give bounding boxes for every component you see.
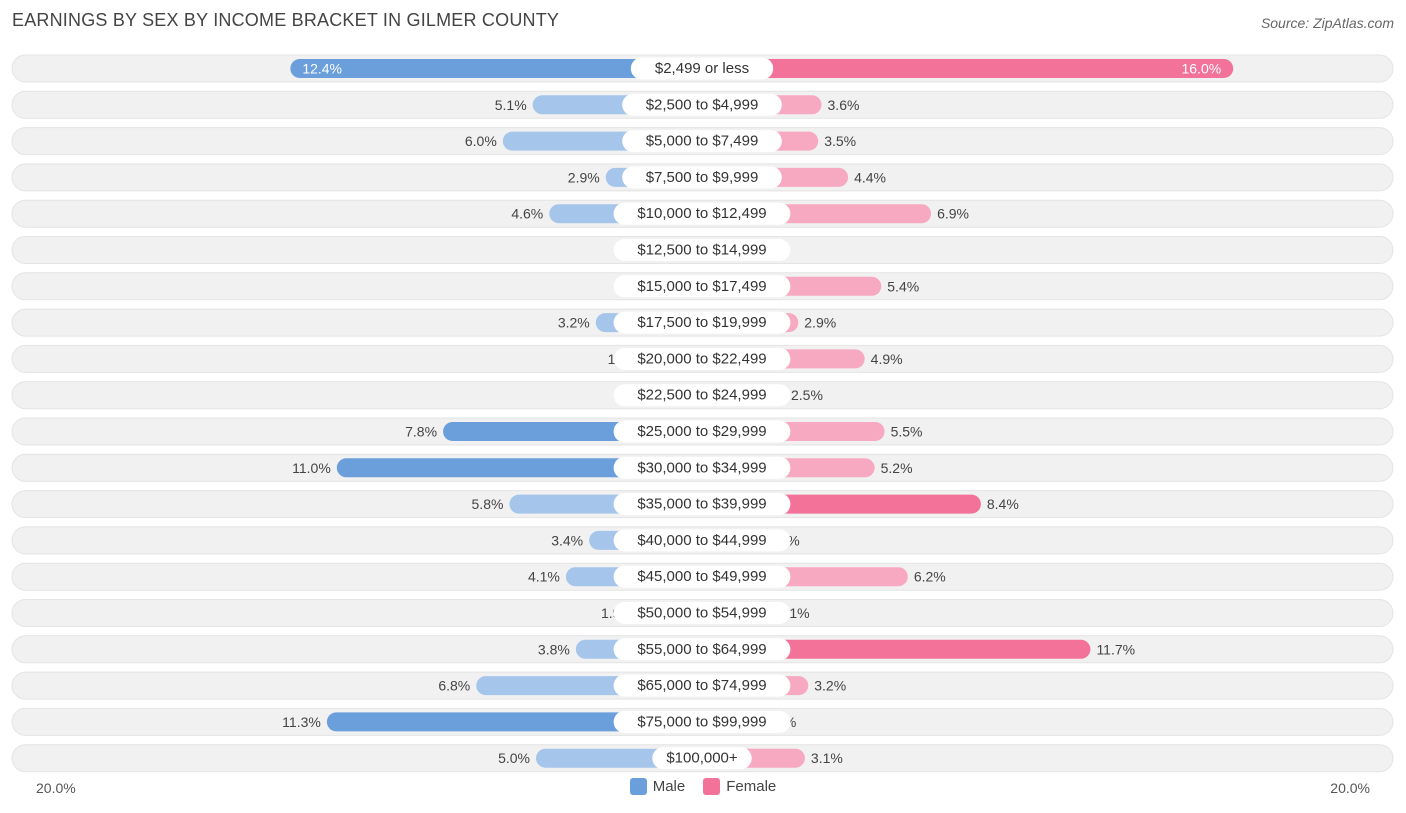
female-value-label: 3.2% bbox=[814, 678, 846, 694]
female-value-label: 2.5% bbox=[791, 387, 823, 403]
female-bar bbox=[702, 639, 1091, 659]
female-value-label: 4.4% bbox=[854, 169, 886, 185]
male-value-label: 6.0% bbox=[465, 133, 497, 149]
female-value-label: 6.2% bbox=[914, 569, 946, 585]
category-label: $22,500 to $24,999 bbox=[637, 387, 766, 404]
category-label-bg bbox=[613, 602, 791, 624]
category-label: $17,500 to $19,999 bbox=[637, 314, 766, 331]
category-label-bg bbox=[613, 311, 791, 334]
male-value-label: 4.6% bbox=[511, 206, 543, 222]
category-label: $75,000 to $99,999 bbox=[637, 713, 766, 730]
female-value-label: 3.1% bbox=[811, 750, 843, 766]
category-label-bg bbox=[613, 384, 791, 407]
legend-label-male: Male bbox=[652, 778, 686, 795]
female-value-label: 5.4% bbox=[887, 278, 919, 294]
category-label-bg bbox=[613, 638, 791, 661]
male-value-label: 3.2% bbox=[558, 315, 590, 331]
male-value-label: 2.9% bbox=[568, 169, 600, 185]
category-label: $65,000 to $74,999 bbox=[637, 677, 766, 694]
category-label-bg bbox=[613, 674, 791, 697]
male-value-label: 4.1% bbox=[528, 569, 560, 585]
category-label: $7,500 to $9,999 bbox=[646, 169, 759, 186]
category-label-bg bbox=[613, 565, 791, 588]
axis-max-label: 20.0% bbox=[1330, 780, 1370, 796]
category-label-bg bbox=[613, 275, 791, 298]
source-label: Source: ZipAtlas.com bbox=[1260, 15, 1394, 31]
category-label: $10,000 to $12,499 bbox=[637, 205, 766, 222]
category-label-bg bbox=[613, 456, 791, 479]
category-label: $30,000 to $34,999 bbox=[637, 459, 766, 476]
chart-plot: 12.4% 16.0% $2,499 or less 5.1% 3.6% $2,500 t… bbox=[11, 54, 1394, 773]
category-label-bg bbox=[613, 347, 791, 370]
female-value-label: 4.9% bbox=[871, 351, 903, 367]
legend-swatch-male bbox=[629, 778, 647, 795]
legend-swatch-female bbox=[703, 778, 721, 795]
category-label: $2,499 or less bbox=[655, 60, 749, 77]
category-label: $25,000 to $29,999 bbox=[637, 423, 766, 440]
category-label-bg bbox=[622, 93, 782, 116]
category-label-bg bbox=[613, 529, 791, 552]
category-label: $50,000 to $54,999 bbox=[637, 605, 766, 622]
category-label: $5,000 to $7,499 bbox=[646, 133, 759, 150]
legend-item-female[interactable]: Female bbox=[703, 778, 776, 795]
male-value-label: 5.1% bbox=[495, 97, 527, 113]
male-value-label: 12.4% bbox=[302, 61, 342, 77]
legend-item-male[interactable]: Male bbox=[629, 778, 686, 795]
category-label: $12,500 to $14,999 bbox=[637, 242, 766, 259]
legend-label-female: Female bbox=[726, 778, 777, 795]
category-label-bg bbox=[622, 166, 782, 189]
male-bar bbox=[326, 712, 702, 732]
male-bar bbox=[336, 458, 702, 478]
female-bar bbox=[702, 59, 1234, 78]
chart-title: EARNINGS BY SEX BY INCOME BRACKET IN GIL… bbox=[12, 10, 560, 30]
category-label: $35,000 to $39,999 bbox=[637, 496, 766, 513]
category-label: $20,000 to $22,499 bbox=[637, 350, 766, 367]
category-label-bg bbox=[652, 747, 752, 770]
male-value-label: 11.3% bbox=[282, 714, 321, 730]
male-value-label: 11.0% bbox=[292, 460, 331, 476]
female-value-label: 3.6% bbox=[828, 97, 860, 113]
category-label: $55,000 to $64,999 bbox=[637, 641, 766, 658]
category-label-bg bbox=[613, 420, 791, 443]
category-label-bg bbox=[622, 130, 782, 153]
axis-min-label: 20.0% bbox=[36, 780, 76, 796]
female-value-label: 3.5% bbox=[824, 133, 856, 149]
category-label-bg bbox=[630, 57, 774, 80]
male-value-label: 3.8% bbox=[538, 641, 570, 657]
female-value-label: 16.0% bbox=[1181, 61, 1221, 77]
category-label: $100,000+ bbox=[666, 750, 738, 767]
male-value-label: 5.8% bbox=[472, 496, 504, 512]
category-label: $45,000 to $49,999 bbox=[637, 568, 766, 585]
category-label-bg bbox=[613, 239, 791, 261]
category-label-bg bbox=[613, 710, 791, 733]
male-value-label: 3.4% bbox=[551, 532, 583, 548]
male-bar bbox=[290, 59, 702, 78]
female-value-label: 5.2% bbox=[881, 460, 913, 476]
legend: Male Female bbox=[0, 778, 1406, 795]
female-value-label: 11.7% bbox=[1096, 641, 1135, 657]
category-label: $40,000 to $44,999 bbox=[637, 532, 766, 549]
category-label-bg bbox=[613, 493, 791, 516]
category-label-bg bbox=[613, 202, 791, 225]
category-label: $2,500 to $4,999 bbox=[646, 96, 759, 113]
male-value-label: 7.8% bbox=[405, 424, 437, 440]
female-value-label: 2.9% bbox=[804, 315, 836, 331]
male-value-label: 5.0% bbox=[498, 750, 530, 766]
male-value-label: 6.8% bbox=[438, 678, 470, 694]
category-label: $15,000 to $17,499 bbox=[637, 278, 766, 295]
female-value-label: 6.9% bbox=[937, 206, 969, 222]
female-value-label: 8.4% bbox=[987, 496, 1019, 512]
female-value-label: 5.5% bbox=[891, 424, 923, 440]
